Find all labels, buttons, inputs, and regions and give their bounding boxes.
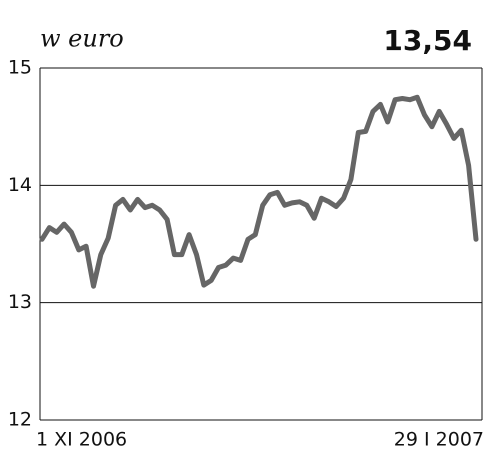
- x-tick-label: 29 I 2007: [394, 429, 484, 451]
- price-line: [39, 94, 479, 289]
- x-tick-label: 1 XI 2006: [36, 429, 127, 451]
- y-tick-label: 12: [8, 409, 32, 431]
- y-tick-label: 14: [8, 174, 32, 196]
- chart-title: w euro: [40, 25, 124, 53]
- last-value: 13,54: [383, 24, 472, 57]
- y-tick-label: 15: [8, 57, 32, 79]
- y-tick-label: 13: [8, 291, 32, 313]
